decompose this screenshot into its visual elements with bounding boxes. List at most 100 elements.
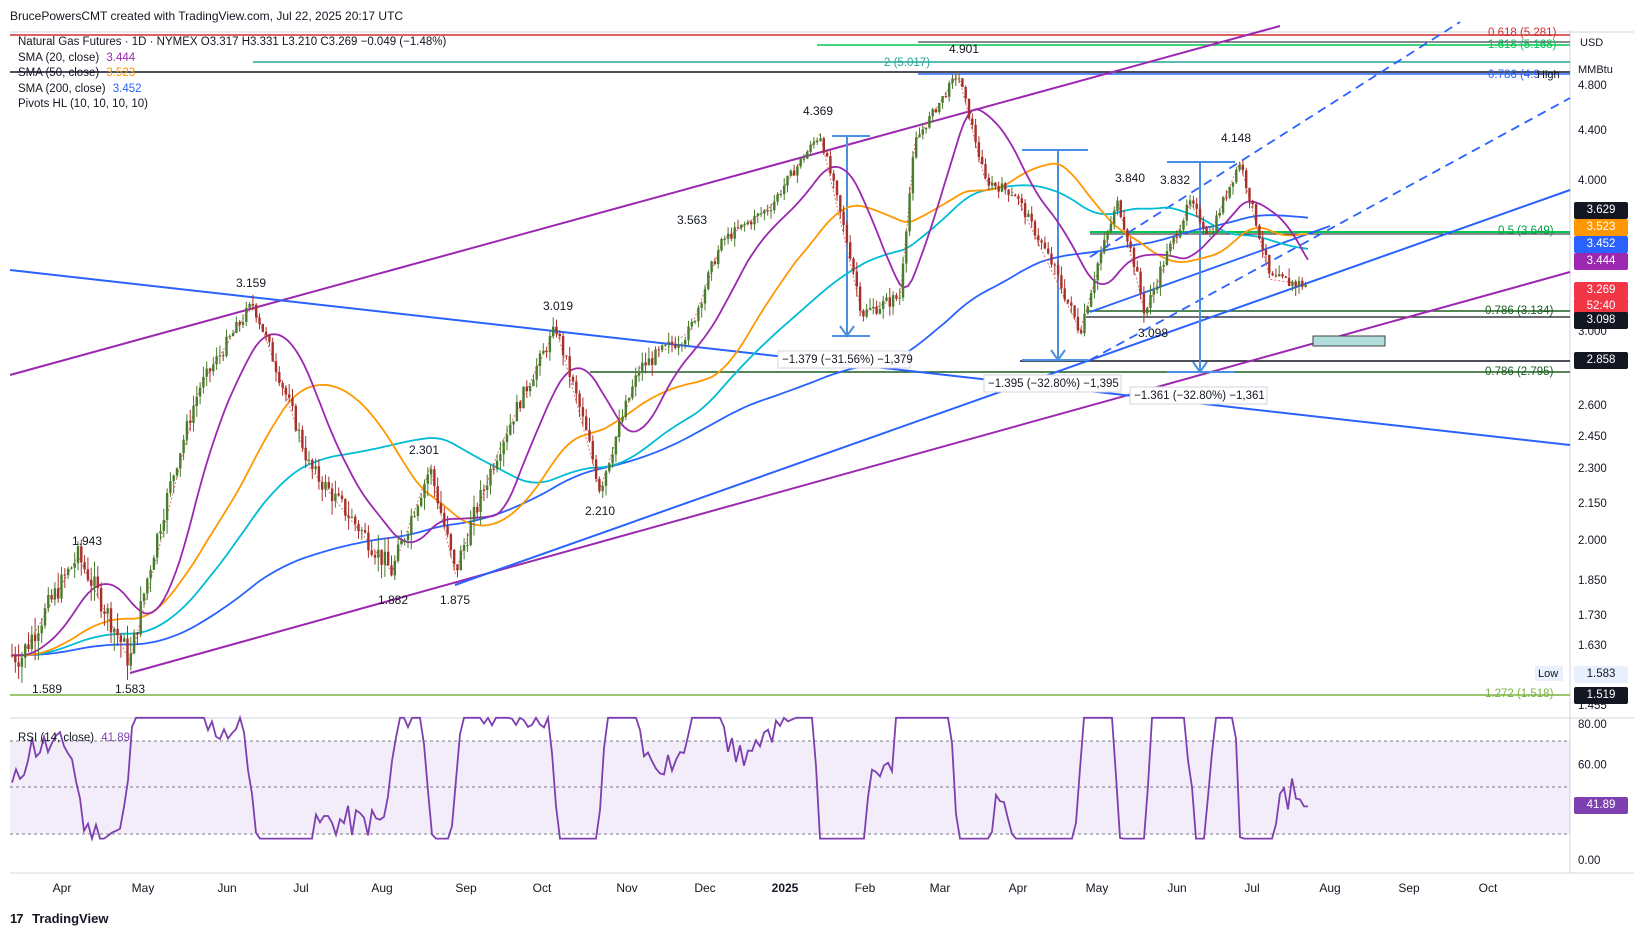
candle-body xyxy=(743,224,746,226)
candle-body xyxy=(994,182,997,187)
rsi-label: RSI (14, close) xyxy=(18,732,95,744)
candle-body xyxy=(288,394,291,398)
candle-body xyxy=(1287,277,1291,286)
sma20-legend[interactable]: SMA (20, close) 3.444 xyxy=(18,51,446,67)
candle-body xyxy=(40,625,43,634)
price-tag-last: 3.269 xyxy=(1574,282,1628,299)
pivot-label: 3.563 xyxy=(677,213,707,227)
time-tick-label: Jul xyxy=(1244,881,1259,895)
candle-body xyxy=(423,483,426,498)
candle-body xyxy=(70,567,73,569)
candle-body xyxy=(255,304,258,318)
candle-body xyxy=(297,429,301,431)
candle-body xyxy=(885,297,888,301)
candle-body xyxy=(779,193,783,195)
dashed-trend-1 xyxy=(1089,21,1461,258)
candle-body xyxy=(1261,238,1264,250)
candle-body xyxy=(453,549,456,565)
candle-body xyxy=(934,109,938,113)
candle-body xyxy=(396,544,400,561)
candle-body xyxy=(347,515,350,518)
pivot-label: 3.159 xyxy=(236,276,266,290)
candle-body xyxy=(717,250,720,265)
candle-body xyxy=(987,177,990,186)
price-tag-sma20: 3.444 xyxy=(1574,253,1628,270)
rsi-legend[interactable]: RSI (14, close) 41.89 xyxy=(18,732,130,744)
candle-body xyxy=(129,653,132,666)
time-tick-label: Mar xyxy=(930,881,951,895)
pivots-legend[interactable]: Pivots HL (10, 10, 10, 10) xyxy=(18,98,148,110)
candle-body xyxy=(664,344,667,346)
candle-body xyxy=(363,530,367,533)
sma200-value: 3.452 xyxy=(112,82,142,95)
candle-body xyxy=(231,332,235,337)
candle-body xyxy=(1076,316,1080,331)
candle-body xyxy=(304,447,307,461)
candle-body xyxy=(783,185,786,194)
candle-body xyxy=(740,224,743,228)
candle-body xyxy=(637,372,641,376)
candle-body xyxy=(535,366,538,380)
candle-body xyxy=(33,634,37,641)
candle-body xyxy=(472,506,476,522)
sma200-legend[interactable]: SMA (200, close) 3.452 xyxy=(18,82,446,98)
candle-body xyxy=(261,324,264,332)
candle-body xyxy=(961,78,964,88)
target-box xyxy=(1312,335,1386,347)
price-tick-label: 1.630 xyxy=(1578,640,1607,652)
candle-body xyxy=(1228,186,1231,198)
candle-body xyxy=(1010,195,1014,197)
candle-body xyxy=(416,506,420,517)
candle-body xyxy=(245,307,248,323)
candle-body xyxy=(608,463,611,472)
candle-body xyxy=(1043,242,1047,249)
candle-body xyxy=(1119,200,1122,218)
candle-body xyxy=(1152,289,1155,295)
sma50-value: 3.523 xyxy=(106,67,136,79)
candle-body xyxy=(984,164,987,178)
candle-body xyxy=(967,98,971,119)
candle-body xyxy=(954,78,957,80)
low-label: Low xyxy=(1538,668,1558,680)
candle-body xyxy=(928,116,931,128)
sma50-legend[interactable]: SMA (50, close) 3.523 xyxy=(18,66,446,82)
candle-body xyxy=(667,341,670,345)
candle-body xyxy=(611,454,614,464)
sma200-label: SMA (200, close) xyxy=(18,82,106,95)
tradingview-footer[interactable]: 17 TradingView xyxy=(10,911,108,926)
candle-body xyxy=(1030,213,1033,222)
candle-body xyxy=(971,118,974,125)
candle-body xyxy=(944,96,948,98)
candle-body xyxy=(20,657,24,667)
candle-body xyxy=(905,231,908,264)
candle-body xyxy=(189,420,192,424)
candle-body xyxy=(403,540,406,542)
candle-body xyxy=(225,336,228,356)
measure-label: −1.361 (−32.80%) −1,361 xyxy=(1134,390,1265,402)
candle-body xyxy=(981,156,984,165)
time-tick-label: Oct xyxy=(533,881,552,895)
candle-body xyxy=(974,124,977,143)
candle-body xyxy=(700,303,703,308)
candle-body xyxy=(842,211,845,226)
candle-body xyxy=(37,633,40,641)
candle-body xyxy=(908,193,911,232)
candle-body xyxy=(812,142,816,145)
candle-body xyxy=(634,375,637,387)
candle-body xyxy=(769,210,773,212)
candle-body xyxy=(1073,305,1076,317)
candle-body xyxy=(693,321,697,323)
time-tick-label: May xyxy=(1086,881,1109,895)
fib-label: 1.618 (5.168) xyxy=(1488,39,1557,51)
candle-body xyxy=(1089,292,1093,307)
candle-body xyxy=(119,635,123,642)
candle-body xyxy=(538,353,542,367)
sma50-line xyxy=(12,162,1309,657)
candle-body xyxy=(1047,248,1050,254)
candle-body xyxy=(654,349,657,365)
candle-body xyxy=(829,156,832,174)
candle-body xyxy=(875,306,878,314)
rsi-line xyxy=(11,714,1308,842)
symbol-line[interactable]: Natural Gas Futures · 1D · NYMEX O3.317 … xyxy=(18,36,447,48)
